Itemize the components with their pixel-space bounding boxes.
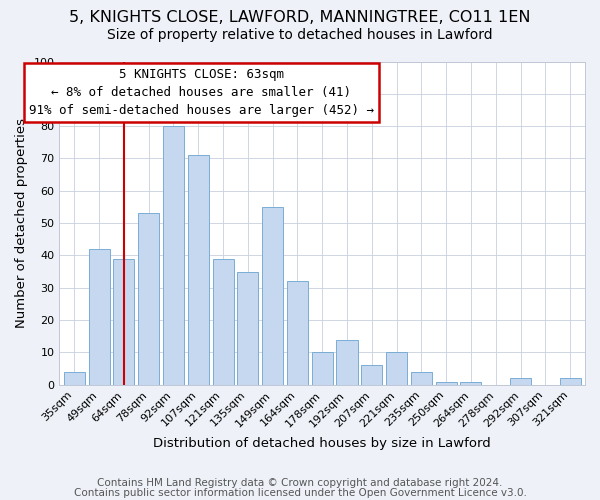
Y-axis label: Number of detached properties: Number of detached properties: [15, 118, 28, 328]
Bar: [311, 352, 333, 385]
Bar: [436, 382, 457, 385]
Bar: [262, 207, 283, 385]
Text: Size of property relative to detached houses in Lawford: Size of property relative to detached ho…: [107, 28, 493, 42]
Bar: [460, 382, 481, 385]
Bar: [188, 156, 209, 385]
Text: 5, KNIGHTS CLOSE, LAWFORD, MANNINGTREE, CO11 1EN: 5, KNIGHTS CLOSE, LAWFORD, MANNINGTREE, …: [69, 10, 531, 25]
Text: Contains public sector information licensed under the Open Government Licence v3: Contains public sector information licen…: [74, 488, 526, 498]
Text: 5 KNIGHTS CLOSE: 63sqm
← 8% of detached houses are smaller (41)
91% of semi-deta: 5 KNIGHTS CLOSE: 63sqm ← 8% of detached …: [29, 68, 374, 117]
Bar: [64, 372, 85, 385]
Bar: [89, 249, 110, 385]
Bar: [411, 372, 432, 385]
Bar: [386, 352, 407, 385]
Text: Contains HM Land Registry data © Crown copyright and database right 2024.: Contains HM Land Registry data © Crown c…: [97, 478, 503, 488]
Bar: [287, 282, 308, 385]
Bar: [560, 378, 581, 385]
Bar: [337, 340, 358, 385]
X-axis label: Distribution of detached houses by size in Lawford: Distribution of detached houses by size …: [154, 437, 491, 450]
Bar: [212, 258, 233, 385]
Bar: [361, 366, 382, 385]
Bar: [113, 258, 134, 385]
Bar: [237, 272, 259, 385]
Bar: [138, 214, 159, 385]
Bar: [510, 378, 531, 385]
Bar: [163, 126, 184, 385]
